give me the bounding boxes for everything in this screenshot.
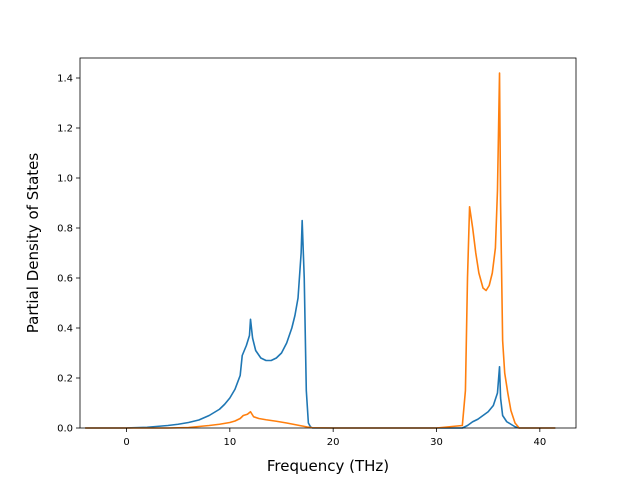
- plot-frame: [79, 57, 577, 429]
- y-tick-label: 0.2: [57, 374, 73, 385]
- x-tick-label: 40: [533, 437, 546, 448]
- y-tick-label: 1.0: [57, 174, 73, 185]
- x-tick-label: 0: [123, 437, 129, 448]
- y-axis: 0.0 0.2 0.4 0.6 0.8 1.0 1.2 1.4: [57, 74, 80, 435]
- x-tick-label: 30: [430, 437, 443, 448]
- y-tick-label: 0.4: [57, 324, 73, 335]
- x-axis: 0 10 20 30 40: [123, 428, 546, 448]
- y-tick-label: 1.2: [57, 124, 73, 135]
- y-tick-label: 0.8: [57, 224, 73, 235]
- y-tick-label: 1.4: [57, 74, 73, 85]
- y-tick-label: 0.0: [57, 424, 73, 435]
- x-tick-label: 10: [223, 437, 236, 448]
- x-axis-label: Frequency (THz): [267, 457, 389, 475]
- x-tick-label: 20: [327, 437, 340, 448]
- series-line-1: [85, 219, 556, 429]
- y-axis-label: Partial Density of States: [24, 153, 42, 334]
- y-tick-label: 0.6: [57, 274, 73, 285]
